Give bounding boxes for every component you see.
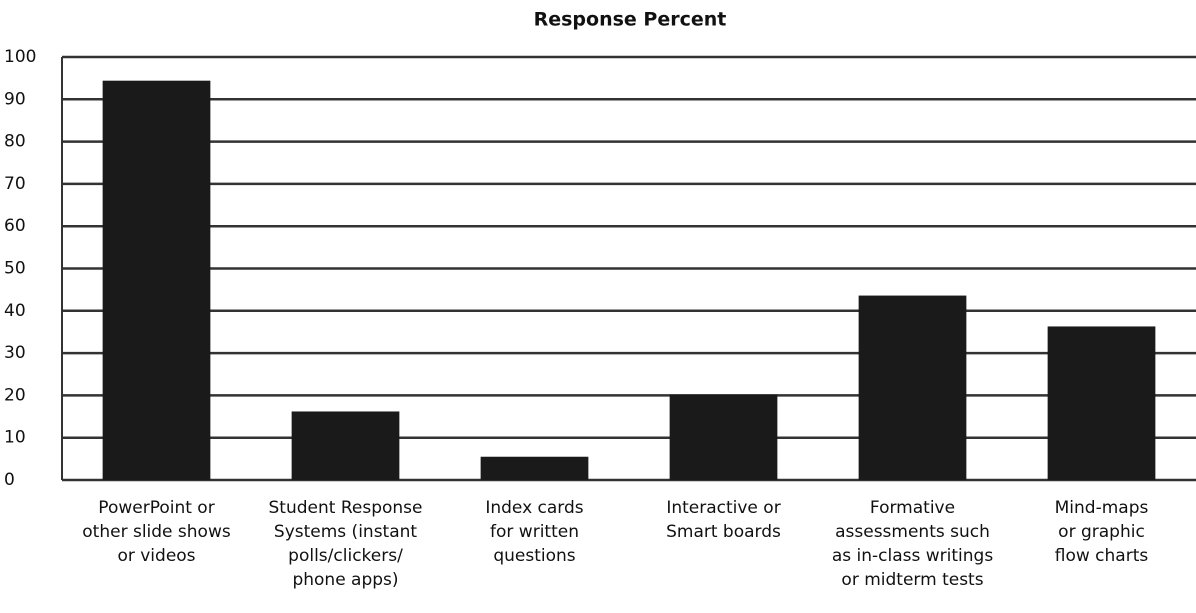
bar [858, 295, 967, 480]
x-tick-label-line: questions [493, 546, 575, 566]
x-tick-label-line: as in-class writings [832, 546, 993, 566]
x-tick-label-line: polls/clickers/ [288, 546, 403, 566]
bar [669, 394, 778, 480]
x-tick-label-line: Mind-maps [1055, 498, 1149, 518]
x-tick-label-line: for written [490, 522, 579, 542]
y-tick-label: 30 [4, 343, 26, 363]
y-tick-label: 40 [4, 301, 26, 321]
y-tick-label: 80 [4, 132, 26, 152]
x-tick-label-line: Interactive or [666, 498, 780, 518]
x-tick-label-line: flow charts [1055, 546, 1149, 566]
x-tick-label-line: or midterm tests [841, 570, 983, 590]
chart-title: Response Percent [534, 9, 727, 31]
x-tick-label-line: assessments such [835, 522, 990, 542]
y-tick-label: 0 [4, 470, 15, 490]
y-tick-label: 100 [4, 47, 36, 67]
bar [480, 456, 589, 480]
x-tick-label: Interactive or Smart boards [666, 498, 781, 542]
y-tick-label: 50 [4, 259, 26, 279]
y-tick-label: 70 [4, 174, 26, 194]
x-tick-label-line: PowerPoint or [98, 498, 214, 518]
y-tick-label: 60 [4, 216, 26, 236]
bar [102, 80, 211, 481]
x-tick-label-line: Smart boards [666, 522, 781, 542]
x-tick-label-line: Formative [870, 498, 955, 518]
x-tick-label: PowerPoint or other slide shows or videos [82, 498, 231, 566]
x-tick-label: Index cards for written questions [485, 498, 583, 566]
x-tick-label-line: Index cards [485, 498, 583, 518]
x-tick-label-line: or videos [117, 546, 195, 566]
x-tick-label-line: Systems (instant [274, 522, 417, 542]
x-tick-label: Mind-maps or graphic flow charts [1055, 498, 1149, 566]
y-tick-label: 90 [4, 89, 26, 109]
x-tick-label-line: or graphic [1058, 522, 1145, 542]
bar [1047, 326, 1156, 480]
y-tick-label: 10 [4, 428, 26, 448]
x-tick-label: Student Response Systems (instant polls/cl… [269, 498, 423, 590]
y-tick-label: 20 [4, 385, 26, 405]
bar [291, 411, 400, 480]
x-tick-label-line: other slide shows [82, 522, 231, 542]
x-tick-label: Formative assessments such as in-class wri… [832, 498, 993, 590]
x-tick-label-line: Student Response [269, 498, 423, 518]
x-tick-label-line: phone apps) [292, 570, 398, 590]
